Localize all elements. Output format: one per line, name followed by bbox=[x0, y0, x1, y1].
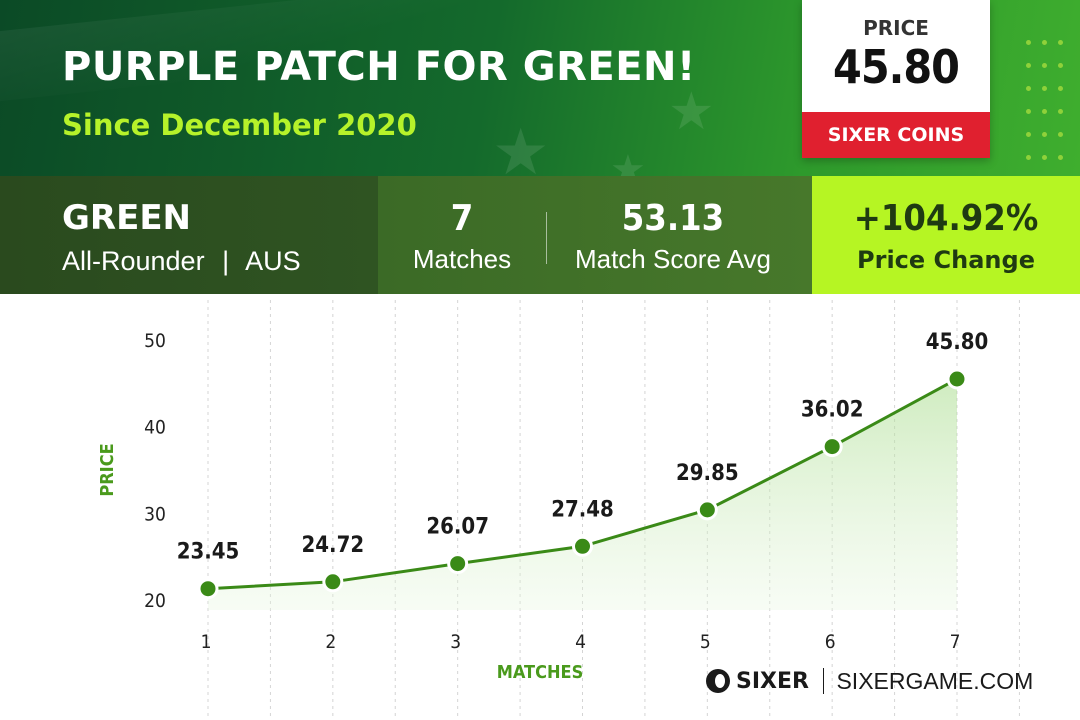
avg-value: 53.13 bbox=[621, 198, 725, 239]
decoration-dot bbox=[1058, 132, 1063, 137]
price-change-panel: +104.92% Price Change bbox=[812, 176, 1080, 294]
price-value: 45.80 bbox=[833, 40, 960, 94]
x-tick-label: 4 bbox=[575, 631, 586, 653]
data-point bbox=[447, 553, 469, 575]
decoration-dot bbox=[1026, 155, 1031, 160]
x-tick-label: 5 bbox=[700, 631, 711, 653]
decoration-dot bbox=[1026, 40, 1031, 45]
footer-separator bbox=[822, 668, 825, 694]
decoration-dot bbox=[1026, 109, 1031, 114]
x-tick-label: 2 bbox=[325, 631, 336, 653]
player-name: GREEN bbox=[62, 198, 191, 238]
decoration-dot bbox=[1058, 109, 1063, 114]
decoration-dot bbox=[1042, 132, 1047, 137]
y-axis-label: PRICE bbox=[97, 443, 118, 496]
player-role: All-Rounder bbox=[62, 246, 205, 276]
star-icon: ★ bbox=[610, 148, 646, 176]
data-label: 23.45 bbox=[177, 540, 240, 565]
matches-label: Matches bbox=[412, 244, 512, 274]
decoration-dot bbox=[1058, 155, 1063, 160]
decoration-dot bbox=[1042, 86, 1047, 91]
decoration-dot bbox=[1042, 109, 1047, 114]
decoration-dot bbox=[1042, 63, 1047, 68]
decoration-dot bbox=[1026, 132, 1031, 137]
price-label: PRICE bbox=[863, 16, 929, 40]
page-subtitle: Since December 2020 bbox=[62, 108, 417, 142]
y-tick-label: 50 bbox=[144, 330, 166, 352]
x-tick-label: 6 bbox=[825, 631, 836, 653]
x-tick-label: 1 bbox=[201, 631, 212, 653]
dot-grid-decoration bbox=[1026, 40, 1076, 164]
x-tick-label: 7 bbox=[950, 631, 961, 653]
sixer-logo-icon bbox=[706, 669, 730, 693]
x-tick-label: 3 bbox=[450, 631, 461, 653]
decoration-dot bbox=[1058, 40, 1063, 45]
data-point bbox=[821, 436, 843, 458]
y-tick-label: 30 bbox=[144, 503, 166, 525]
page-title: PURPLE PATCH FOR GREEN! bbox=[62, 44, 696, 90]
player-role-line: All-Rounder | AUS bbox=[62, 246, 301, 277]
stats-divider bbox=[546, 212, 547, 264]
decoration-dot bbox=[1042, 155, 1047, 160]
matches-value: 7 bbox=[450, 198, 474, 239]
brand-name: SIXER bbox=[736, 668, 809, 694]
player-panel: GREEN All-Rounder | AUS bbox=[0, 176, 378, 294]
role-separator: | bbox=[222, 246, 230, 276]
data-label: 45.80 bbox=[926, 330, 989, 355]
x-axis-label: MATCHES bbox=[497, 662, 583, 683]
price-unit-badge: SIXER COINS bbox=[802, 112, 990, 158]
stats-bar: GREEN All-Rounder | AUS 7 Matches 53.13 … bbox=[0, 176, 1080, 294]
area-fill bbox=[208, 379, 957, 610]
stats-panel: 7 Matches 53.13 Match Score Avg bbox=[378, 176, 812, 294]
decoration-dot bbox=[1042, 40, 1047, 45]
data-point bbox=[696, 499, 718, 521]
star-icon: ★ bbox=[668, 83, 715, 141]
data-point bbox=[197, 578, 219, 600]
player-country: AUS bbox=[245, 246, 301, 276]
website-link[interactable]: SIXERGAME.COM bbox=[836, 667, 1034, 694]
data-point bbox=[322, 571, 344, 593]
data-label: 27.48 bbox=[551, 497, 614, 522]
data-label: 24.72 bbox=[302, 533, 365, 558]
decoration-dot bbox=[1026, 86, 1031, 91]
data-label: 36.02 bbox=[801, 398, 864, 423]
data-point bbox=[946, 368, 968, 390]
data-point bbox=[572, 535, 593, 557]
data-label: 29.85 bbox=[676, 461, 739, 486]
decoration-dot bbox=[1058, 86, 1063, 91]
decoration-dot bbox=[1058, 63, 1063, 68]
star-icon: ★ bbox=[492, 116, 550, 176]
price-change-label: Price Change bbox=[857, 246, 1035, 274]
footer-branding: SIXER SIXERGAME.COM bbox=[706, 666, 1033, 696]
data-label: 26.07 bbox=[426, 515, 489, 540]
price-change-value: +104.92% bbox=[853, 198, 1039, 239]
y-tick-label: 20 bbox=[144, 590, 166, 612]
y-tick-label: 40 bbox=[144, 417, 166, 439]
price-card: PRICE 45.80 SIXER COINS bbox=[802, 0, 990, 158]
price-chart: 23.45 24.72 26.07 27.48 29.85 36.02 45.80 20 30… bbox=[97, 300, 1020, 720]
avg-label: Match Score Avg bbox=[574, 244, 772, 274]
decoration-dot bbox=[1026, 63, 1031, 68]
